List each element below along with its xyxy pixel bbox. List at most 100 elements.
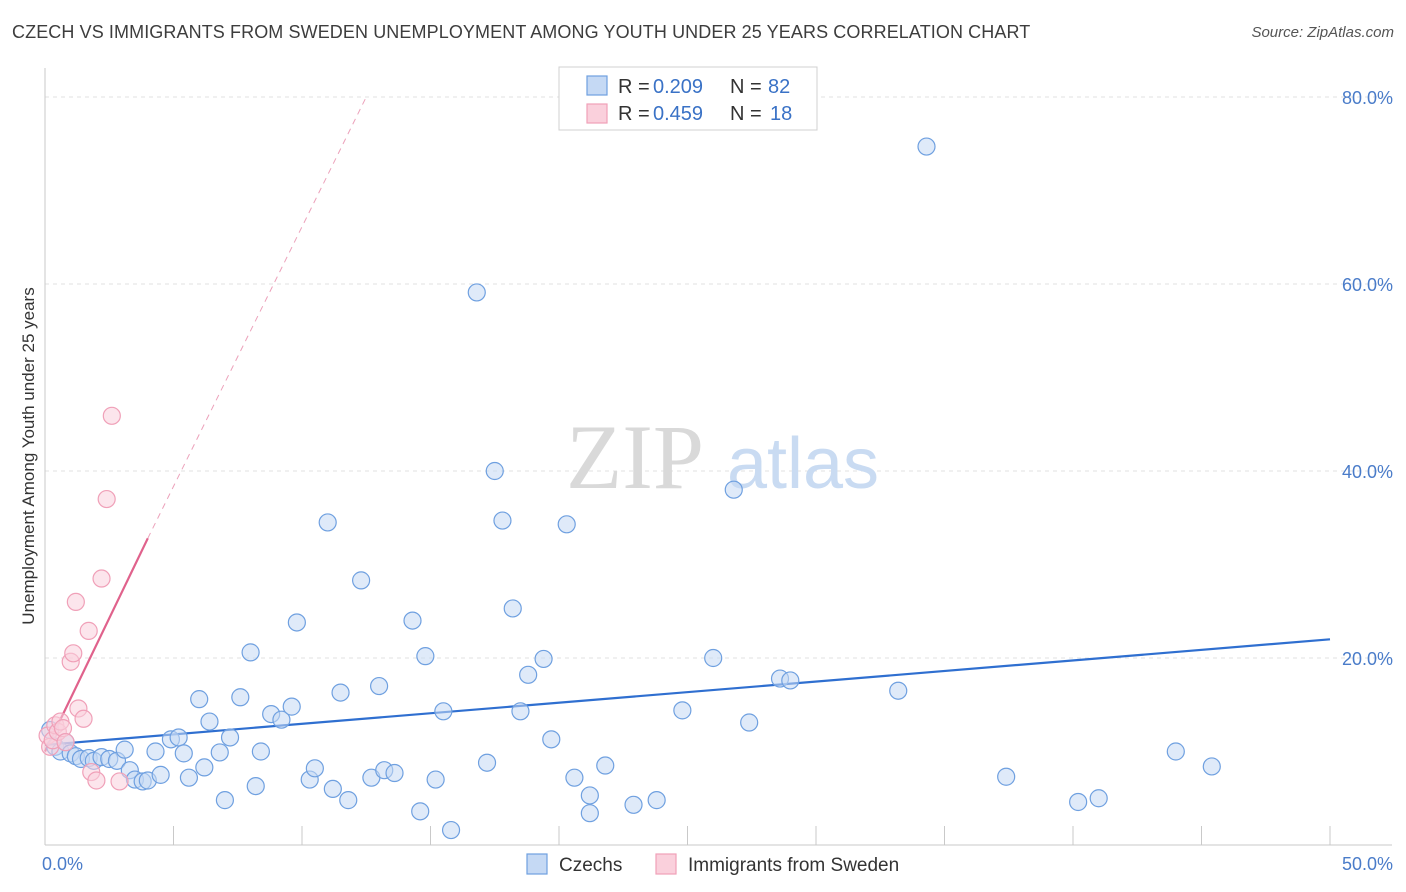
czechs-point-21 — [174, 744, 193, 763]
czechs-point-45 — [370, 676, 389, 696]
czechs-point-30 — [241, 643, 260, 662]
legend-swatch-sweden — [586, 103, 608, 124]
watermark: ZIP atlas — [566, 406, 879, 508]
czechs-point-62 — [542, 730, 561, 749]
sweden-point-13 — [79, 621, 98, 640]
czechs-point-23 — [190, 690, 209, 709]
czechs-point-32 — [251, 742, 270, 761]
legend-swatch-czechs — [586, 75, 608, 96]
legend-r-label-2: R = — [618, 103, 650, 125]
bottom-legend-sweden: Immigrants from Sweden — [688, 855, 899, 876]
czechs-point-72 — [724, 480, 743, 499]
y-tick-label-60: 60.0% — [1342, 275, 1393, 295]
czechs-point-39 — [318, 513, 337, 532]
bottom-legend-swatch-sweden — [655, 853, 677, 875]
watermark-zip: ZIP — [566, 406, 704, 508]
czechs-point-65 — [580, 786, 599, 805]
czechs-point-35 — [282, 697, 301, 716]
source-label: Source: ZipAtlas.com — [1251, 24, 1394, 41]
czechs-point-22 — [179, 768, 199, 787]
legend-n-value-2: 18 — [770, 103, 792, 125]
czechs-point-78 — [997, 767, 1016, 786]
sweden-point-17 — [97, 489, 116, 509]
czechs-point-66 — [580, 804, 599, 823]
y-tick-label-20: 20.0% — [1342, 649, 1393, 669]
legend-n-label-1: N = — [730, 76, 762, 98]
czechs-point-28 — [220, 728, 240, 747]
czechs-point-59 — [511, 702, 530, 721]
legend-r-value-1: 0.209 — [653, 76, 703, 98]
czechs-point-24 — [195, 758, 214, 777]
legend-r-label-1: R = — [618, 76, 650, 98]
czechs-point-42 — [339, 791, 358, 810]
czechs-point-64 — [565, 768, 584, 787]
czechs-point-54 — [467, 283, 486, 302]
czechs-point-57 — [493, 511, 512, 530]
czechs-point-17 — [146, 742, 165, 761]
x-tick-label-50: 50.0% — [1342, 854, 1393, 874]
sweden-point-9 — [64, 644, 83, 663]
czechs-point-18 — [151, 765, 170, 784]
y-tick-label-80: 80.0% — [1342, 88, 1393, 108]
x-tick-label-0: 0.0% — [42, 854, 83, 874]
czechs-point-56 — [485, 461, 504, 481]
czechs-point-38 — [305, 759, 324, 778]
czechs-point-82 — [1202, 757, 1221, 776]
czechs-point-48 — [403, 611, 422, 630]
czechs-point-49 — [411, 802, 430, 821]
czechs-point-47 — [385, 763, 404, 783]
sweden-point-19 — [110, 772, 129, 791]
czechs-point-36 — [287, 613, 306, 632]
gridlines — [45, 96, 1392, 659]
czechs-point-50 — [416, 647, 435, 666]
czechs-point-69 — [647, 791, 666, 810]
legend-n-value-1: 82 — [768, 76, 790, 98]
czechs-point-70 — [673, 701, 692, 720]
legend: R = 0.209 N = 82 R = 0.459 N = 18 — [558, 66, 818, 131]
czechs-point-27 — [215, 791, 234, 810]
sweden-point-7 — [56, 733, 75, 752]
czechs-point-34 — [272, 710, 291, 729]
czechs-point-63 — [557, 515, 576, 534]
czechs-point-81 — [1166, 742, 1185, 761]
czechs-point-55 — [477, 753, 497, 772]
czechs-point-53 — [441, 820, 461, 840]
bottom-legend-swatch-czechs — [526, 853, 548, 875]
czechs-point-75 — [781, 671, 800, 690]
bottom-legend-czechs: Czechs — [559, 855, 622, 876]
legend-n-label-2: N = — [730, 103, 762, 125]
czechs-point-41 — [331, 683, 350, 702]
sweden-point-10 — [66, 592, 85, 612]
czechs-point-79 — [1069, 792, 1088, 812]
czechs-point-68 — [624, 795, 643, 814]
czechs-point-73 — [740, 713, 759, 732]
czechs-point-12 — [115, 740, 134, 759]
czechs-point-40 — [323, 779, 342, 799]
czechs-point-58 — [503, 599, 522, 618]
czechs-point-51 — [426, 770, 445, 789]
sweden-point-18 — [102, 406, 121, 425]
y-axis-title: Unemployment Among Youth under 25 years — [19, 287, 38, 624]
czechs-point-43 — [352, 571, 371, 590]
bottom-legend: Czechs Immigrants from Sweden — [526, 853, 899, 876]
czechs-point-20 — [169, 728, 188, 747]
czechs-point-60 — [519, 665, 538, 684]
czechs-point-25 — [200, 712, 219, 731]
sweden-point-12 — [74, 709, 93, 728]
czechs-point-52 — [434, 702, 453, 721]
czechs-point-71 — [704, 648, 723, 668]
czechs-point-29 — [231, 688, 250, 707]
chart-title: CZECH VS IMMIGRANTS FROM SWEDEN UNEMPLOY… — [12, 22, 1031, 42]
tick-labels: 20.0% 40.0% 60.0% 80.0% 0.0% 50.0% — [42, 88, 1393, 874]
czechs-point-77 — [917, 137, 936, 156]
czechs-point-31 — [246, 776, 265, 796]
trend-extension-1 — [147, 96, 367, 539]
sweden-point-15 — [87, 771, 106, 790]
data-points — [38, 137, 1221, 840]
watermark-atlas: atlas — [727, 424, 879, 504]
czechs-point-80 — [1089, 789, 1108, 808]
czechs-point-67 — [596, 756, 615, 775]
trend-line-0 — [44, 638, 1331, 747]
czechs-point-26 — [210, 743, 229, 762]
